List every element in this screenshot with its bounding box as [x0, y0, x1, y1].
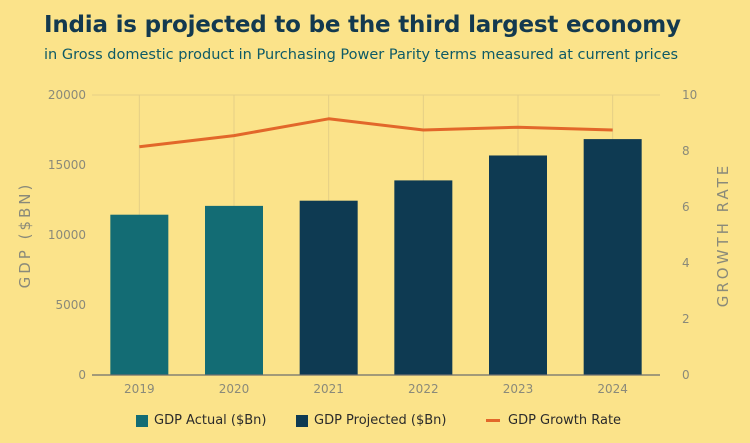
y-tick-label: 0	[78, 368, 86, 382]
y2-tick-label: 0	[682, 368, 690, 382]
bar-projected-2024	[583, 139, 642, 375]
x-tick-label: 2022	[408, 382, 439, 396]
y2-tick-label: 10	[682, 88, 697, 102]
chart-title: India is projected to be the third large…	[44, 12, 681, 38]
y2-tick-label: 2	[682, 312, 690, 326]
bar-actual-2019	[110, 214, 169, 375]
x-tick-label: 2020	[219, 382, 250, 396]
growth-rate-line	[139, 117, 613, 149]
y2-tick-label: 6	[682, 200, 690, 214]
legend-item-actual: GDP Actual ($Bn)	[136, 413, 267, 428]
legend-label-actual: GDP Actual ($Bn)	[154, 413, 267, 428]
x-tick-label: 2023	[503, 382, 534, 396]
bar-projected-2022	[394, 180, 453, 375]
y-tick-label: 15000	[48, 158, 86, 172]
y-tick-label: 20000	[48, 88, 86, 102]
x-tick-label: 2021	[313, 382, 344, 396]
y2-axis-title: GROWTH RATE	[714, 163, 732, 307]
y2-tick-label: 4	[682, 256, 690, 270]
y-tick-label: 5000	[55, 298, 86, 312]
bar-projected-2021	[299, 200, 358, 375]
y-tick-label: 10000	[48, 228, 86, 242]
legend-label-projected: GDP Projected ($Bn)	[314, 413, 447, 428]
chart-subtitle: in Gross domestic product in Purchasing …	[44, 47, 679, 63]
x-tick-label: 2019	[124, 382, 155, 396]
y-axis-title: GDP ($BN)	[16, 182, 34, 289]
legend-swatch-actual	[136, 414, 148, 427]
legend-item-growth: GDP Growth Rate	[486, 413, 621, 428]
bar-actual-2020	[205, 205, 263, 375]
y2-tick-label: 8	[682, 144, 690, 158]
x-tick-label: 2024	[597, 382, 628, 396]
legend-swatch-projected	[296, 414, 308, 427]
legend-swatch-growth	[486, 419, 500, 422]
bar-projected-2023	[489, 155, 547, 375]
legend-label-growth: GDP Growth Rate	[508, 413, 622, 428]
legend-item-projected: GDP Projected ($Bn)	[296, 413, 447, 428]
